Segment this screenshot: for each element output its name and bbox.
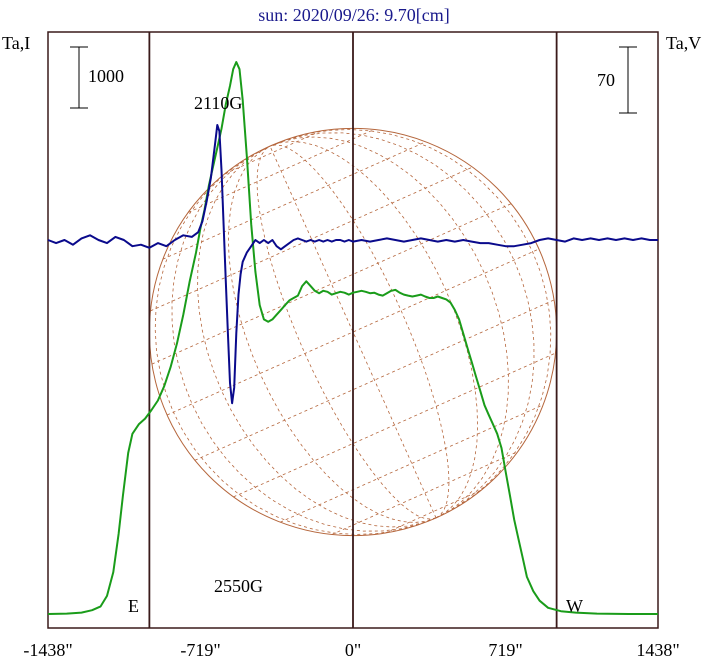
longitude-line [171, 145, 437, 532]
series-polarization [47, 124, 658, 405]
x-tick-label: -1438" [23, 640, 72, 660]
longitude-line [269, 145, 437, 519]
vertical-guide-lines [148, 32, 558, 628]
right-scale-value: 70 [597, 70, 615, 90]
longitude-line [197, 145, 437, 528]
chart-title: sun: 2020/09/26: 9.70[cm] [258, 5, 450, 25]
series-intensity [47, 61, 658, 615]
latitude-line [331, 451, 519, 535]
data-series [47, 61, 658, 615]
latitude-line [151, 203, 512, 365]
longitude-line [269, 129, 552, 519]
annotation-2550g: 2550G [214, 576, 263, 596]
west-limb-label: W [566, 596, 583, 616]
longitude-line [227, 145, 437, 523]
longitude-line [154, 145, 437, 535]
longitude-line [256, 145, 437, 520]
east-limb-label: E [128, 596, 139, 616]
longitude-line [269, 132, 535, 519]
left-axis-label: Ta,I [2, 33, 30, 53]
x-tick-label: 0" [345, 640, 361, 660]
latitude-line [233, 352, 556, 498]
right-axis-label: Ta,V [666, 33, 701, 53]
x-axis-ticks: -1438" -719" 0" 719" 1438" [23, 640, 679, 660]
x-tick-label: -719" [180, 640, 220, 660]
longitude-line [269, 136, 509, 519]
left-scale-value: 1000 [88, 66, 124, 86]
longitude-line [269, 141, 479, 519]
latitude-line [166, 248, 540, 416]
latitude-line [150, 166, 473, 312]
x-tick-label: 719" [488, 640, 522, 660]
latitude-line [187, 129, 375, 213]
longitude-line [269, 144, 450, 519]
latitude-line [280, 404, 544, 523]
annotation-2110g: 2110G [194, 93, 242, 113]
x-tick-label: 1438" [636, 640, 679, 660]
latitude-line [162, 141, 426, 260]
